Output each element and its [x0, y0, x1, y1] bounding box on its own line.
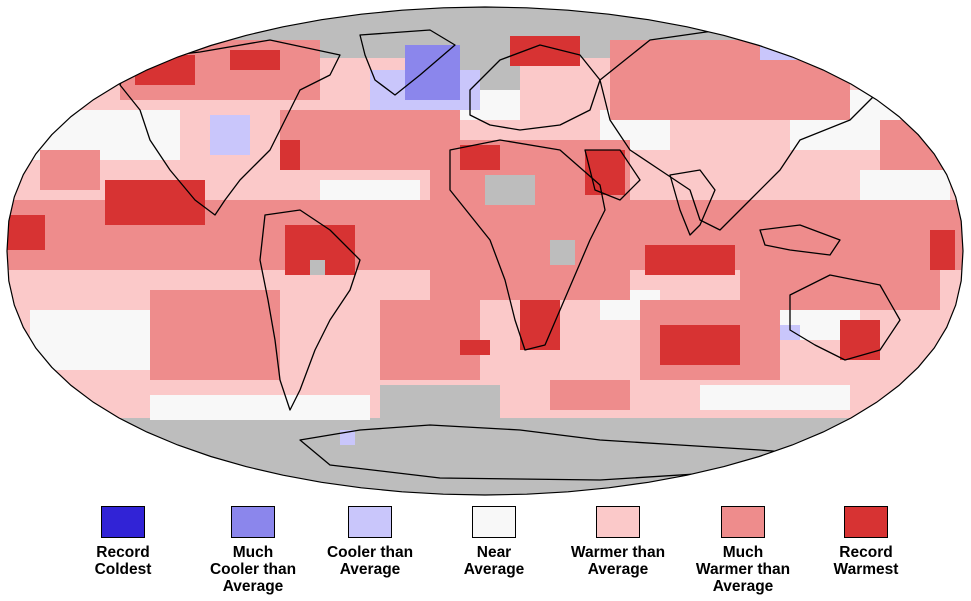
- anomaly-cell-cooler: [340, 430, 355, 445]
- anomaly-cell-record-warmest: [510, 36, 580, 66]
- legend-swatch-cooler: [348, 506, 392, 538]
- legend-label-much-cooler: Much Cooler than Average: [209, 544, 297, 595]
- coastline-antarctica: [299, 424, 821, 481]
- legend-swatch-much-warmer: [721, 506, 765, 538]
- coastline-europe: [469, 44, 601, 131]
- map-canvas: [6, 6, 964, 496]
- anomaly-cell-record-warmest: [645, 245, 735, 275]
- coastline-south-america: [259, 209, 361, 411]
- anomaly-cell-near: [700, 385, 850, 410]
- legend-label-record-coldest: Record Coldest: [94, 544, 152, 578]
- coastline-greenland: [359, 29, 456, 96]
- anomaly-cell-much-warmer: [150, 290, 280, 380]
- anomaly-cell-record-warmest: [585, 150, 625, 195]
- anomaly-cell-much-cooler: [405, 45, 460, 100]
- legend-label-near: Near Average: [463, 544, 525, 578]
- coastline-india: [669, 169, 716, 236]
- anomaly-cell-no-data: [550, 240, 575, 265]
- coastline-arabia: [584, 149, 641, 201]
- anomaly-cell-no-data: [7, 7, 963, 58]
- anomaly-cell-near: [150, 395, 370, 420]
- anomaly-cell-record-warmest: [280, 140, 300, 170]
- legend-item-near: Near Average: [429, 506, 559, 578]
- anomaly-cell-much-cooler: [860, 50, 890, 70]
- anomaly-cell-much-warmer: [40, 150, 100, 190]
- coastlines: [119, 29, 901, 481]
- anomaly-cell-record-warmest: [460, 145, 500, 170]
- legend: Record Coldest Much Cooler than Average …: [0, 500, 971, 601]
- anomaly-cell-no-data: [380, 385, 500, 425]
- coastline-africa: [449, 139, 606, 351]
- legend-swatch-warmer: [596, 506, 640, 538]
- anomaly-cell-record-warmest: [660, 325, 740, 365]
- anomaly-cell-no-data: [820, 40, 850, 55]
- anomaly-cell-record-warmest: [230, 50, 280, 70]
- legend-swatch-near: [472, 506, 516, 538]
- legend-item-record-coldest: Record Coldest: [58, 506, 188, 578]
- map-cells: [7, 7, 963, 495]
- coastline-australia: [789, 274, 901, 361]
- legend-label-cooler: Cooler than Average: [326, 544, 414, 578]
- legend-swatch-record-warmest: [844, 506, 888, 538]
- anomaly-cell-record-warmest: [105, 180, 205, 225]
- legend-label-warmer: Warmer than Average: [570, 544, 666, 578]
- legend-item-much-cooler: Much Cooler than Average: [188, 506, 318, 595]
- anomaly-cell-record-warmest: [460, 340, 490, 355]
- anomaly-cell-cooler: [780, 325, 800, 340]
- anomaly-cell-record-warmest: [7, 215, 45, 250]
- anomaly-cell-no-data: [820, 40, 960, 70]
- legend-label-record-warmest: Record Warmest: [833, 544, 899, 578]
- globe-outline: [6, 6, 964, 496]
- anomaly-cell-no-data: [485, 175, 535, 205]
- anomaly-cell-no-data: [310, 260, 325, 275]
- anomaly-cell-record-warmest: [930, 230, 955, 270]
- anomaly-cell-much-warmer: [610, 40, 850, 120]
- legend-item-much-warmer: Much Warmer than Average: [678, 506, 808, 595]
- legend-swatch-much-cooler: [231, 506, 275, 538]
- coastline-north-america: [119, 39, 341, 216]
- legend-item-warmer: Warmer than Average: [553, 506, 683, 578]
- anomaly-cell-record-warmest: [135, 55, 195, 85]
- coastline-southeast-asia: [759, 224, 841, 256]
- anomaly-cell-cooler: [760, 40, 810, 60]
- legend-label-much-warmer: Much Warmer than Average: [695, 544, 791, 595]
- legend-swatch-record-coldest: [101, 506, 145, 538]
- anomaly-cell-record-warmest: [840, 320, 880, 360]
- anomaly-cell-cooler: [210, 115, 250, 155]
- legend-item-record-warmest: Record Warmest: [801, 506, 931, 578]
- anomaly-cell-much-warmer: [550, 380, 630, 410]
- legend-item-cooler: Cooler than Average: [305, 506, 435, 578]
- temperature-map: [6, 6, 964, 496]
